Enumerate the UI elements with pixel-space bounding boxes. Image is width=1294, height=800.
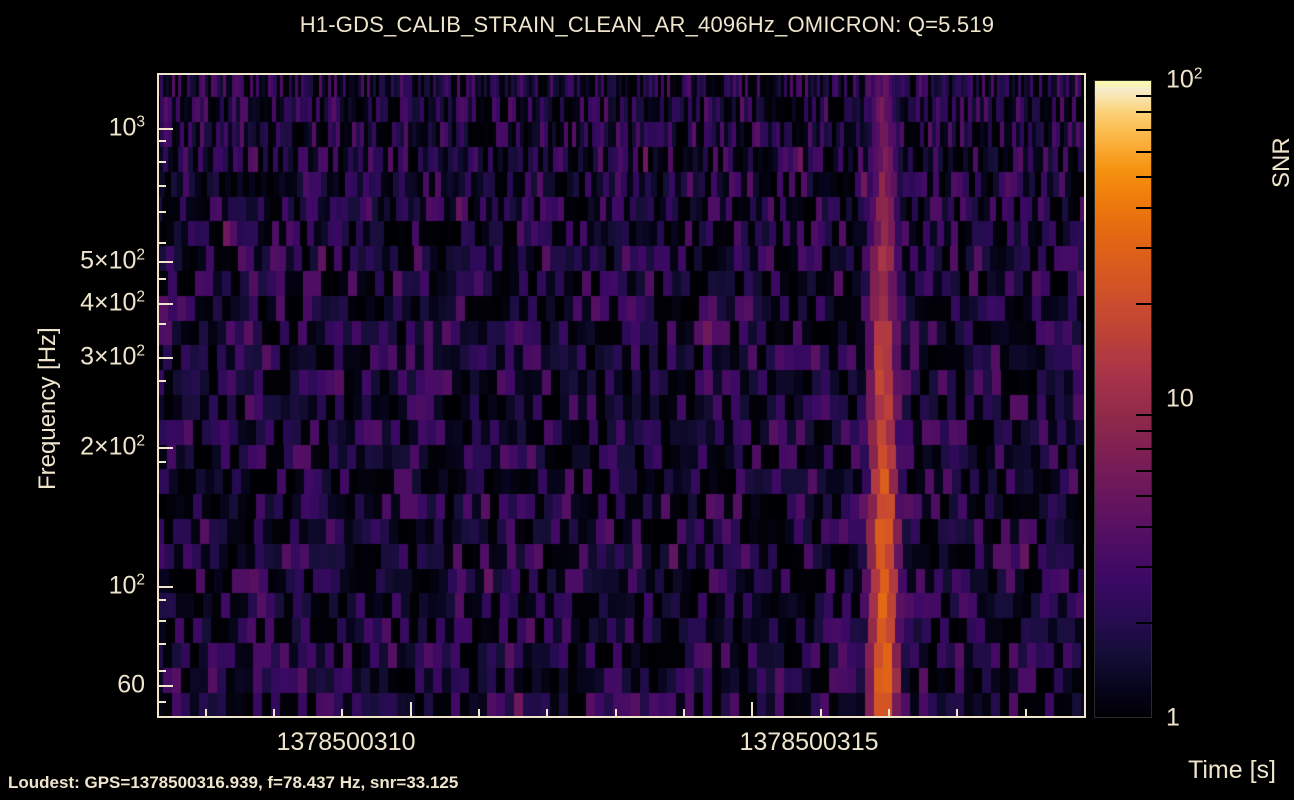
x-tick-label: 1378500310 <box>276 728 416 756</box>
x-minor-tick <box>956 709 958 718</box>
y-minor-tick <box>157 161 166 163</box>
x-minor-tick <box>888 709 890 718</box>
x-minor-tick <box>341 709 343 718</box>
y-tick-mark <box>157 128 173 130</box>
spectrogram-plot-area[interactable] <box>157 73 1086 718</box>
colorbar-tick-label: 102 <box>1166 65 1203 94</box>
y-tick-label: 2×102 <box>80 432 145 461</box>
y-tick-mark <box>157 303 173 305</box>
colorbar-tick-label: 10 <box>1166 384 1194 413</box>
y-tick-mark <box>157 586 173 588</box>
colorbar-label: SNR <box>1268 137 1294 188</box>
y-tick-mark <box>157 685 173 687</box>
x-minor-tick <box>820 709 822 718</box>
x-major-tick <box>410 702 412 718</box>
y-tick-label: 103 <box>108 113 145 142</box>
y-tick-label: 60 <box>117 670 145 699</box>
colorbar-minor-tick <box>1136 526 1152 528</box>
colorbar-minor-tick <box>1136 95 1152 97</box>
y-minor-tick <box>157 643 166 645</box>
colorbar-minor-tick <box>1136 470 1152 472</box>
colorbar-minor-tick <box>1136 129 1152 131</box>
x-minor-tick <box>615 709 617 718</box>
loudest-event-caption: Loudest: GPS=1378500316.939, f=78.437 Hz… <box>8 773 459 792</box>
x-axis-label: Time [s] <box>1188 756 1276 784</box>
x-minor-tick <box>546 709 548 718</box>
y-tick-mark <box>157 357 173 359</box>
y-tick-label: 5×102 <box>80 246 145 275</box>
colorbar-minor-tick <box>1136 303 1152 305</box>
y-tick-label: 4×102 <box>80 288 145 317</box>
colorbar-minor-tick <box>1136 430 1152 432</box>
colorbar-minor-tick <box>1136 414 1152 416</box>
colorbar-minor-tick <box>1136 151 1152 153</box>
y-minor-tick <box>157 323 166 325</box>
y-axis-label: Frequency [Hz] <box>34 327 61 490</box>
y-minor-tick <box>157 140 166 142</box>
colorbar-minor-tick <box>1136 111 1152 113</box>
x-minor-tick <box>478 709 480 718</box>
y-minor-tick <box>157 701 166 703</box>
colorbar-minor-tick <box>1136 448 1152 450</box>
colorbar-minor-tick <box>1136 495 1152 497</box>
x-minor-tick <box>273 709 275 718</box>
colorbar <box>1094 80 1152 718</box>
colorbar-minor-tick <box>1136 176 1152 178</box>
y-tick-label: 3×102 <box>80 342 145 371</box>
y-minor-tick <box>157 185 166 187</box>
y-minor-tick <box>157 242 166 244</box>
x-tick-label: 1378500315 <box>739 728 879 756</box>
y-minor-tick <box>157 599 166 601</box>
x-minor-tick <box>205 709 207 718</box>
colorbar-tick-label: 1 <box>1166 703 1180 732</box>
y-minor-tick <box>157 620 166 622</box>
y-minor-tick <box>157 211 166 213</box>
colorbar-minor-tick <box>1136 207 1152 209</box>
colorbar-minor-tick <box>1136 622 1152 624</box>
colorbar-minor-tick <box>1136 247 1152 249</box>
x-major-tick <box>751 702 753 718</box>
y-minor-tick <box>157 380 166 382</box>
y-tick-label: 102 <box>108 571 145 600</box>
spectrogram-canvas <box>157 73 1086 718</box>
y-minor-tick <box>157 461 166 463</box>
y-minor-tick <box>157 278 166 280</box>
x-minor-tick <box>683 709 685 718</box>
y-minor-tick <box>157 670 166 672</box>
colorbar-minor-tick <box>1136 566 1152 568</box>
y-tick-mark <box>157 447 173 449</box>
x-minor-tick <box>1025 709 1027 718</box>
y-tick-mark <box>157 261 173 263</box>
figure-title: H1-GDS_CALIB_STRAIN_CLEAN_AR_4096Hz_OMIC… <box>299 12 995 37</box>
